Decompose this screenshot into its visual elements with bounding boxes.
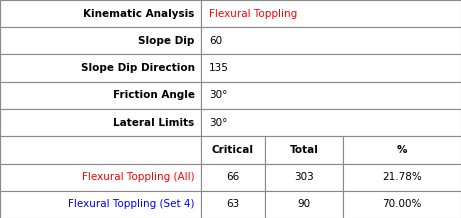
Text: Flexural Toppling (Set 4): Flexural Toppling (Set 4) xyxy=(68,199,195,209)
Text: Total: Total xyxy=(290,145,319,155)
Text: Flexural Toppling: Flexural Toppling xyxy=(209,9,297,19)
Text: 21.78%: 21.78% xyxy=(382,172,422,182)
Bar xyxy=(201,54,461,82)
Bar xyxy=(265,164,343,191)
Bar xyxy=(343,191,461,218)
Bar xyxy=(201,27,461,54)
Bar xyxy=(0,109,201,136)
Bar xyxy=(201,191,265,218)
Bar xyxy=(201,136,265,164)
Text: 66: 66 xyxy=(226,172,239,182)
Bar xyxy=(0,0,201,27)
Bar xyxy=(0,27,201,54)
Bar xyxy=(201,164,265,191)
Text: 30°: 30° xyxy=(209,90,227,100)
Bar xyxy=(201,109,461,136)
Text: Friction Angle: Friction Angle xyxy=(112,90,195,100)
Bar xyxy=(201,0,461,27)
Bar xyxy=(265,136,343,164)
Bar xyxy=(0,136,201,164)
Bar xyxy=(0,191,201,218)
Text: 60: 60 xyxy=(209,36,222,46)
Text: 303: 303 xyxy=(295,172,314,182)
Bar xyxy=(0,164,201,191)
Text: Flexural Toppling (All): Flexural Toppling (All) xyxy=(82,172,195,182)
Text: %: % xyxy=(397,145,408,155)
Text: 135: 135 xyxy=(209,63,229,73)
Text: 70.00%: 70.00% xyxy=(383,199,422,209)
Bar xyxy=(265,191,343,218)
Text: 63: 63 xyxy=(226,199,239,209)
Bar xyxy=(0,54,201,82)
Text: 30°: 30° xyxy=(209,118,227,128)
Bar xyxy=(201,82,461,109)
Text: Slope Dip Direction: Slope Dip Direction xyxy=(81,63,195,73)
Bar xyxy=(343,136,461,164)
Text: Slope Dip: Slope Dip xyxy=(138,36,195,46)
Text: Critical: Critical xyxy=(212,145,254,155)
Text: 90: 90 xyxy=(298,199,311,209)
Text: Kinematic Analysis: Kinematic Analysis xyxy=(83,9,195,19)
Bar xyxy=(343,164,461,191)
Text: Lateral Limits: Lateral Limits xyxy=(113,118,195,128)
Bar xyxy=(0,82,201,109)
